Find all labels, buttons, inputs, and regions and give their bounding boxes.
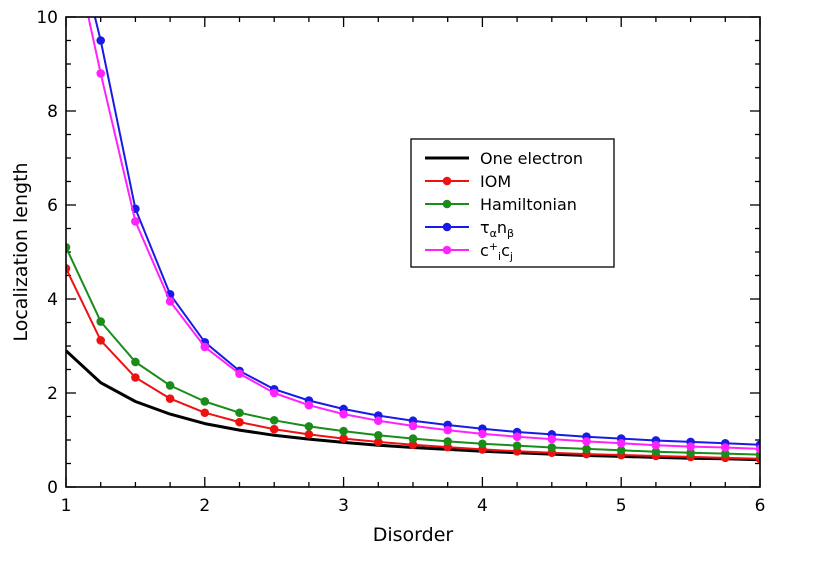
data-point — [165, 297, 175, 306]
data-point — [96, 69, 105, 78]
x-axis-title: Disorder — [373, 524, 454, 546]
y-tick-label: 4 — [47, 290, 58, 310]
data-point — [443, 437, 453, 446]
data-point — [131, 357, 140, 367]
data-point — [616, 446, 626, 455]
series-4 — [87, 17, 760, 454]
data-point — [512, 441, 522, 450]
data-point — [408, 434, 418, 443]
data-point — [304, 422, 314, 431]
data-point — [304, 430, 314, 439]
data-point — [235, 417, 244, 427]
data-point — [96, 336, 105, 345]
data-point — [269, 388, 279, 398]
data-point — [582, 444, 591, 454]
x-tick-label: 6 — [755, 496, 766, 516]
data-point — [755, 444, 760, 454]
data-point — [616, 438, 626, 448]
data-point — [374, 437, 383, 447]
data-point — [408, 421, 418, 431]
x-tick-label: 5 — [616, 496, 627, 516]
legend-label: IOM — [480, 172, 511, 191]
data-point — [66, 243, 71, 252]
data-point — [96, 317, 105, 326]
data-point — [200, 408, 210, 418]
tick-labels: 1 2 3 4 5 6 0 2 4 6 8 10 — [36, 8, 765, 516]
x-tick-label: 4 — [477, 496, 488, 516]
data-point — [374, 431, 383, 440]
legend-marker — [442, 222, 452, 232]
data-point — [304, 400, 314, 410]
legend-label: One electron — [480, 149, 583, 168]
data-point — [721, 449, 730, 458]
x-tick-label: 2 — [199, 496, 210, 516]
data-point — [200, 342, 210, 352]
data-point — [269, 415, 279, 425]
y-tick-label: 8 — [47, 102, 58, 122]
y-tick-label: 0 — [47, 478, 58, 498]
data-point — [96, 36, 105, 45]
x-tick-label: 1 — [61, 496, 72, 516]
data-point — [443, 425, 453, 435]
y-tick-label: 2 — [47, 384, 58, 404]
data-point — [131, 217, 140, 226]
y-axis-title: Localization length — [10, 162, 32, 341]
legend-marker — [442, 176, 452, 186]
data-point — [66, 264, 71, 273]
data-point — [269, 424, 279, 434]
plot-frame — [65, 16, 761, 488]
data-point — [512, 432, 522, 442]
data-point — [686, 448, 695, 457]
legend-marker — [442, 245, 452, 255]
data-point — [651, 440, 661, 450]
data-point — [478, 439, 487, 449]
legend-marker — [442, 199, 452, 209]
data-point — [339, 426, 348, 436]
y-tick-label: 10 — [36, 8, 58, 28]
data-point — [478, 429, 487, 439]
data-point — [721, 443, 730, 452]
data-point — [165, 381, 175, 390]
legend-label: ταnβ — [480, 218, 514, 240]
legend-label: Hamiltonian — [480, 195, 577, 214]
data-point — [200, 397, 210, 406]
data-point — [131, 373, 140, 382]
data-point — [408, 440, 418, 450]
x-tick-label: 3 — [338, 496, 349, 516]
series-layer — [66, 17, 760, 464]
data-point — [235, 408, 244, 418]
data-point — [374, 416, 383, 426]
data-point — [339, 434, 348, 443]
legend-label: c+icj — [480, 240, 513, 263]
data-point — [165, 394, 175, 403]
series-2 — [66, 243, 760, 459]
y-tick-label: 6 — [47, 196, 58, 216]
data-point — [686, 442, 695, 451]
data-point — [235, 369, 244, 379]
data-point — [651, 447, 661, 457]
data-point — [582, 437, 591, 446]
data-point — [547, 434, 557, 444]
data-point — [339, 409, 348, 419]
data-point — [547, 443, 557, 452]
